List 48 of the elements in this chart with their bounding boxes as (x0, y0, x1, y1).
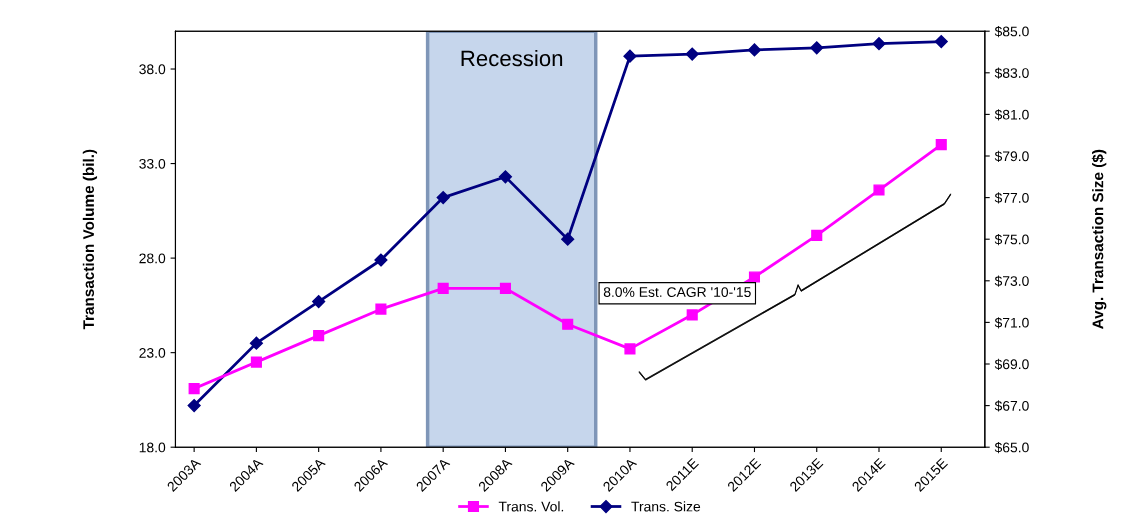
point (811, 229, 823, 241)
point (748, 271, 761, 283)
point (562, 318, 574, 330)
point (872, 37, 886, 51)
point (250, 356, 262, 368)
point (873, 184, 885, 196)
y-tick-label: 28.0 (139, 253, 166, 264)
y2-tick-label: $69.0 (994, 358, 1029, 370)
point (498, 170, 513, 184)
point (810, 41, 824, 55)
point (188, 383, 200, 395)
point (934, 35, 948, 49)
legend-label: Trans. Size (631, 501, 701, 512)
y2-axis-title: Avg. Transaction Size ($) (1091, 149, 1107, 329)
y-tick-label: 33.0 (139, 158, 166, 169)
y2-tick-label: $71.0 (994, 317, 1029, 329)
point (747, 43, 762, 57)
band-label: Recession (461, 49, 563, 67)
y2-tick-label: $83.0 (994, 67, 1029, 79)
point (623, 49, 637, 63)
y2-tick-label: $65.0 (994, 441, 1029, 454)
y-tick-label: 38.0 (139, 64, 166, 75)
y-axis-title: Transaction Volume (bil.) (82, 149, 98, 330)
point (624, 343, 636, 355)
point (561, 232, 575, 246)
y2-tick-label: $81.0 (994, 109, 1029, 121)
y2-tick-label: $73.0 (994, 275, 1029, 287)
point (499, 282, 511, 294)
point (685, 47, 699, 61)
point (187, 399, 201, 413)
point (935, 139, 947, 151)
point (375, 303, 387, 315)
y2-tick-label: $77.0 (994, 192, 1029, 204)
point (437, 282, 449, 294)
point (312, 295, 326, 309)
y2-tick-label: $79.0 (994, 150, 1029, 162)
point (313, 330, 325, 342)
point (436, 191, 450, 205)
legend-label: Trans. Vol. (498, 501, 564, 512)
y2-tick-label: $67.0 (994, 400, 1029, 412)
y-tick-label: 23.0 (139, 347, 166, 358)
y2-tick-label: $85.0 (994, 25, 1029, 38)
annotation: 8.0% Est. CAGR '10-'15 (603, 287, 751, 298)
point (686, 309, 698, 321)
point (249, 336, 263, 350)
y-tick-label: 18.0 (139, 442, 166, 453)
y2-tick-label: $75.0 (994, 233, 1029, 246)
point (374, 253, 388, 267)
